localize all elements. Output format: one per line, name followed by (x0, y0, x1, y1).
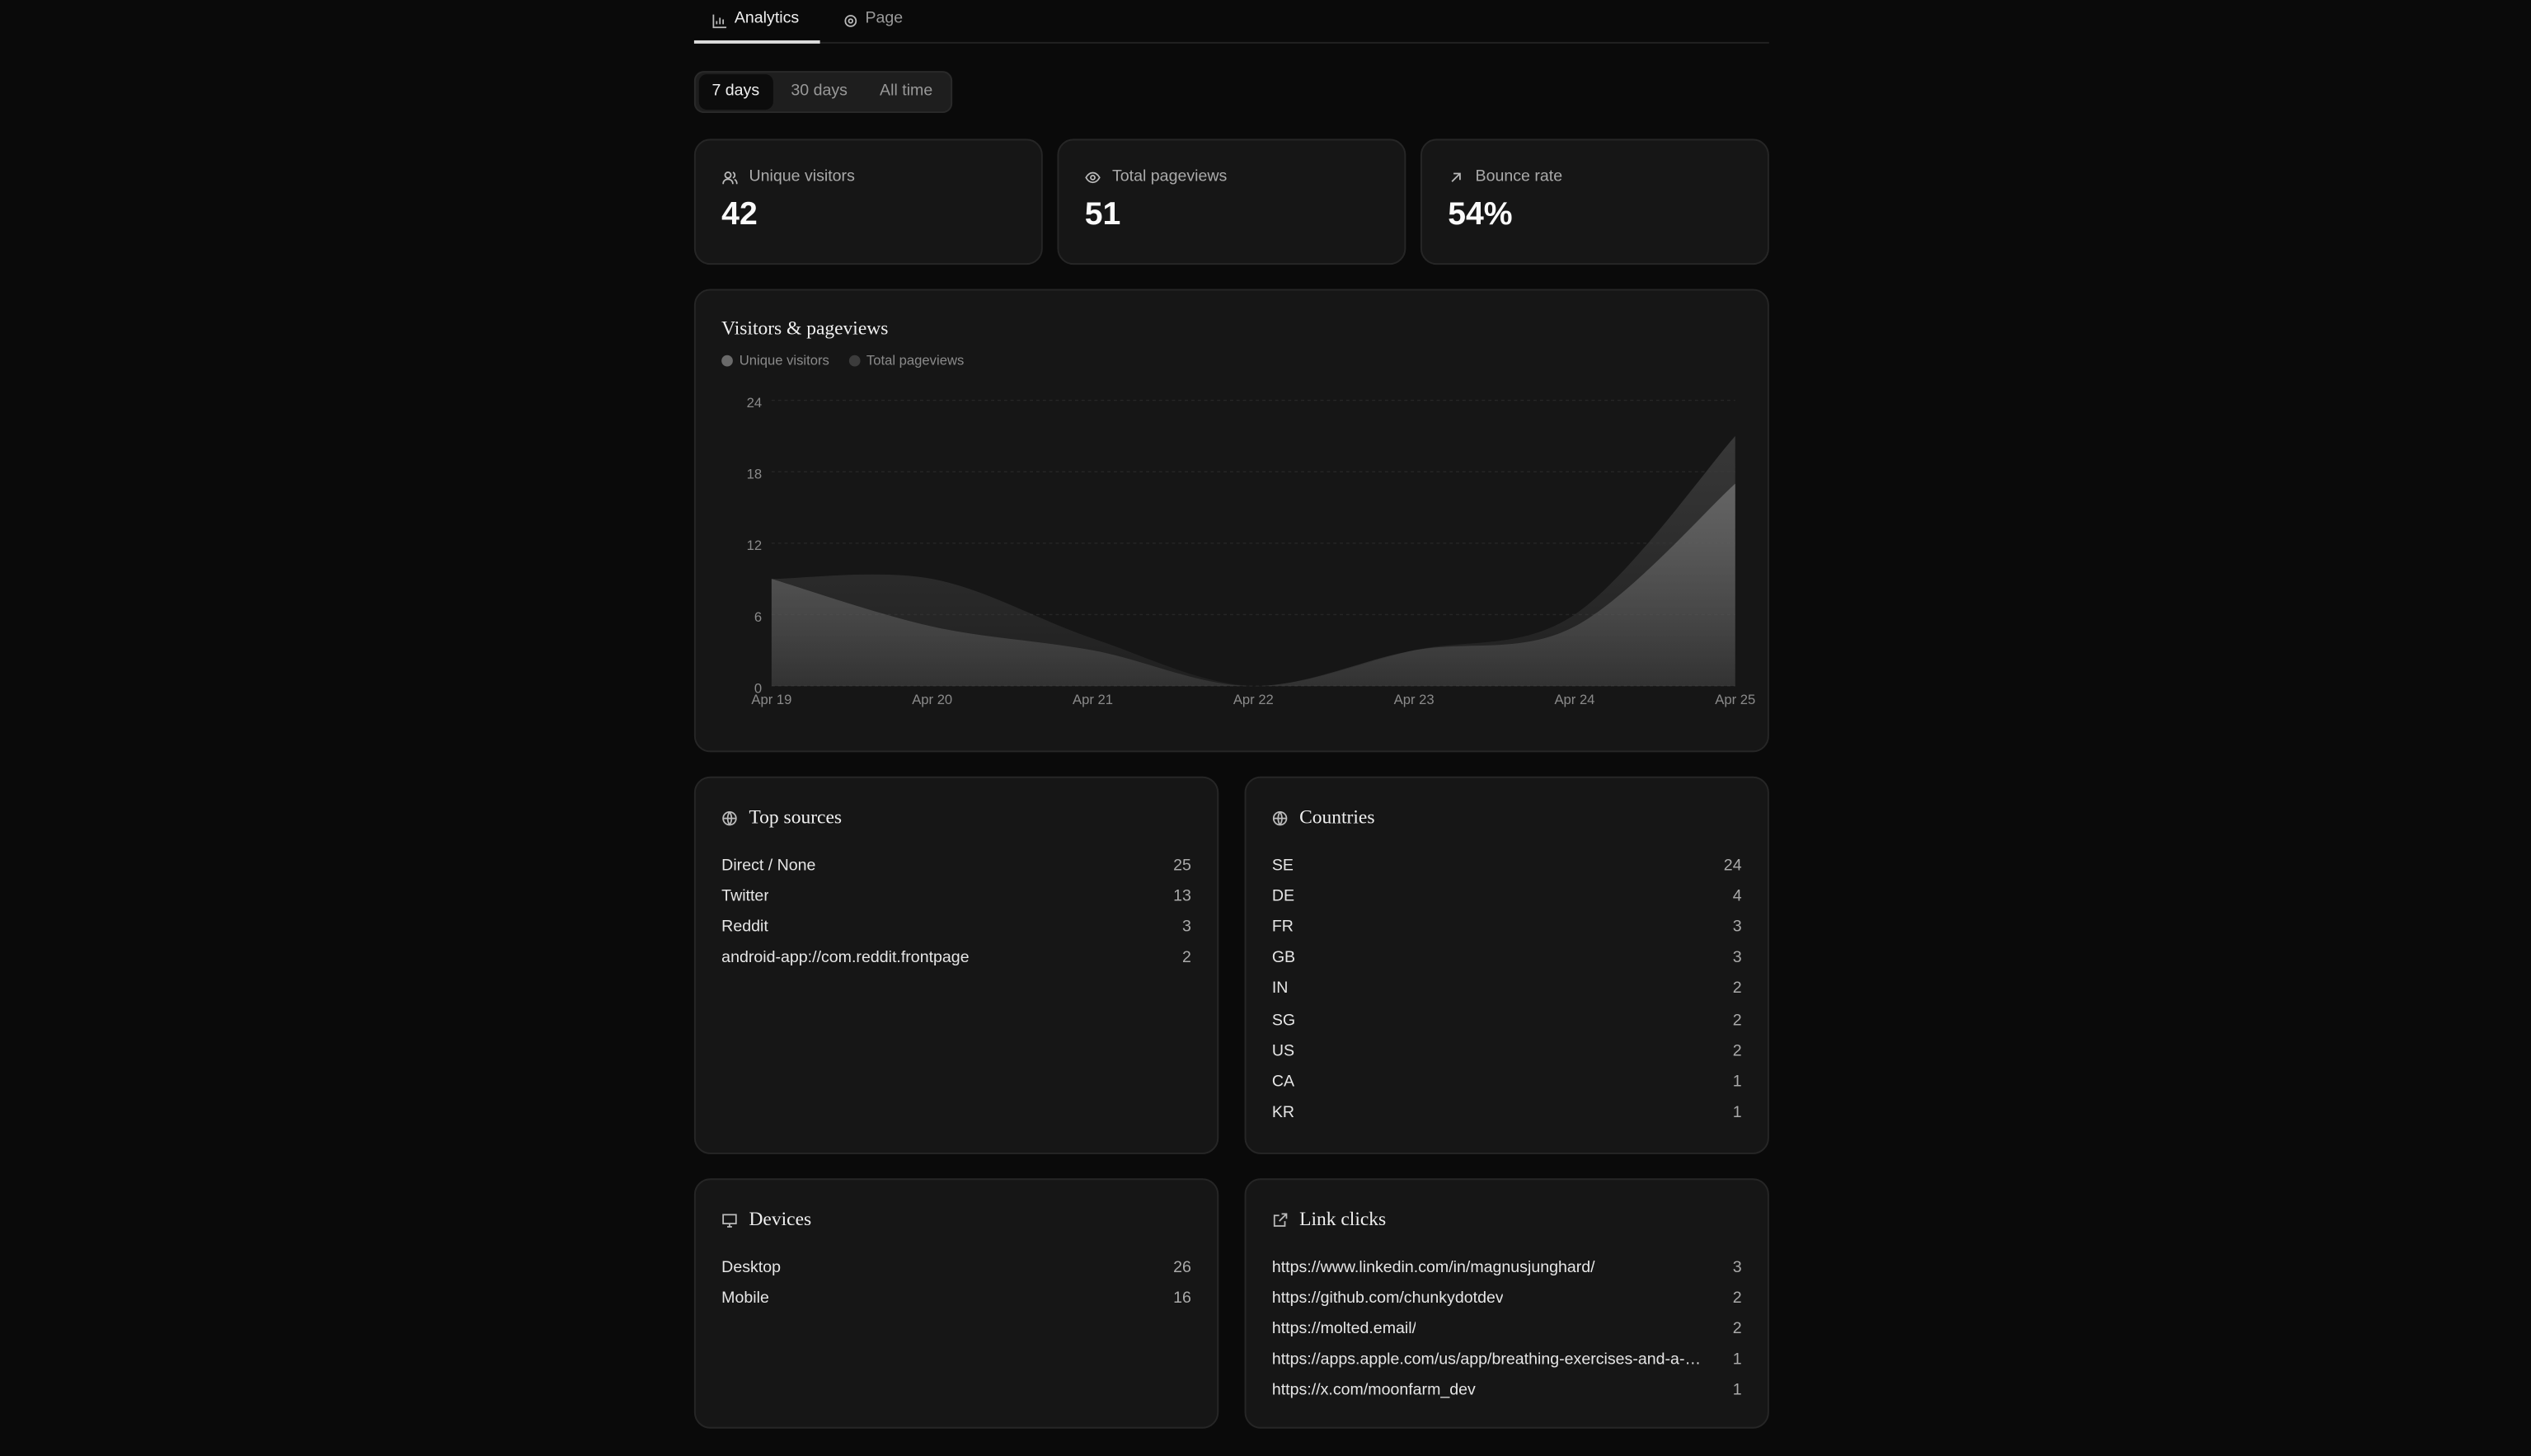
tab-bar-line (693, 41, 1769, 44)
row-value: 1 (1732, 1351, 1742, 1369)
row-value: 2 (1732, 1289, 1742, 1308)
row-label: https://www.linkedin.com/in/magnusjungha… (1271, 1259, 1595, 1277)
row-value: 3 (1732, 1259, 1742, 1277)
stat-card: Unique visitors 42 (693, 139, 1043, 265)
icon (1272, 810, 1288, 826)
stat-value: 51 (1084, 196, 1121, 232)
row-label: KR (1271, 1103, 1295, 1122)
row-value: 3 (1732, 949, 1742, 968)
row-value: 16 (1173, 1289, 1191, 1308)
tab[interactable]: Analytics (734, 9, 800, 28)
row-label: SG (1271, 1011, 1296, 1030)
area (771, 435, 1735, 687)
row-label: Direct / None (721, 857, 816, 876)
row-label: Mobile (721, 1289, 769, 1308)
range-active (698, 74, 773, 110)
card-title: Countries (1299, 805, 1375, 829)
row-value: 3 (1182, 918, 1191, 937)
legend-dot (848, 355, 861, 367)
range-button[interactable]: 7 days (711, 82, 760, 101)
tab-underline (693, 40, 820, 44)
row-label: DE (1271, 888, 1295, 906)
icon (1273, 1213, 1288, 1227)
chart: 0 6 12 18 24 Apr 19 Apr 20 Apr 21 Apr 22 Apr 23 Ap… (747, 395, 1756, 707)
stat-card: Bounce rate 54% (1420, 139, 1769, 265)
y-tick-label: 24 (747, 395, 763, 411)
x-tick-label: Apr 20 (912, 692, 952, 707)
row-value: 2 (1732, 1320, 1742, 1339)
stat-label: Bounce rate (1475, 167, 1563, 186)
row-value: 24 (1723, 857, 1742, 876)
row-label: Desktop (721, 1259, 782, 1277)
row-label: IN (1271, 980, 1289, 998)
row-value: 2 (1732, 1011, 1742, 1030)
row-value: 25 (1173, 857, 1191, 876)
row-label: https://apps.apple.com/us/app/breathing-… (1271, 1351, 1702, 1369)
y-tick-label: 12 (747, 538, 763, 553)
icon (844, 15, 857, 27)
chart-card: Visitors & pageviews Unique visitors Total… (693, 289, 1769, 753)
x-tick-label: Apr 21 (1073, 692, 1113, 707)
row-value: 1 (1732, 1073, 1742, 1091)
legend-label: Total pageviews (866, 351, 965, 369)
row-label: GB (1271, 949, 1296, 968)
row-value: 4 (1732, 888, 1742, 906)
row-label: android-app://com.reddit.frontpage (721, 949, 970, 968)
icon (722, 1214, 737, 1228)
stat-label: Total pageviews (1112, 167, 1228, 186)
y-tick-label: 18 (747, 467, 763, 482)
card-title: Devices (749, 1207, 812, 1230)
icon (712, 14, 727, 29)
list-card: Countries SE 24 DE 4 FR 3 GB 3 IN 2 SG 2 US 2 CA 1 KR 1 (1244, 776, 1769, 1154)
row-label: Twitter (721, 888, 769, 906)
row-value: 2 (1732, 1042, 1742, 1060)
range-button[interactable]: 30 days (791, 82, 848, 101)
icon (1085, 171, 1101, 184)
list-card: Link clicks https://www.linkedin.com/in/m… (1244, 1178, 1769, 1429)
row-value: 26 (1173, 1259, 1191, 1277)
list-card: Top sources Direct / None 25 Twitter 13 Reddi… (693, 776, 1219, 1154)
row-label: https://github.com/chunkydotdev (1271, 1289, 1504, 1308)
icon (722, 171, 738, 185)
row-value: 1 (1732, 1103, 1742, 1122)
row-value: 1 (1732, 1382, 1742, 1401)
tab[interactable]: Page (865, 9, 904, 28)
legend-label: Unique visitors (739, 351, 829, 369)
row-value: 13 (1173, 888, 1191, 906)
icon (722, 810, 737, 826)
row-label: https://molted.email/ (1271, 1320, 1417, 1339)
y-tick-label: 6 (754, 609, 762, 625)
row-label: FR (1271, 918, 1294, 937)
icon (1451, 172, 1461, 182)
card-title: Top sources (749, 805, 843, 829)
list-card: Devices Desktop 26 Mobile 16 (693, 1178, 1219, 1429)
row-label: SE (1271, 857, 1294, 876)
x-tick-label: Apr 23 (1394, 692, 1435, 707)
area (771, 483, 1735, 687)
stat-card: Total pageviews 51 (1057, 139, 1406, 265)
stat-value: 42 (721, 196, 758, 232)
range-button[interactable]: All time (880, 82, 933, 101)
row-value: 2 (1732, 980, 1742, 998)
row-label: Reddit (721, 918, 768, 937)
x-tick-label: Apr 25 (1715, 692, 1755, 707)
card-title: Link clicks (1299, 1207, 1387, 1230)
stat-label: Unique visitors (749, 167, 855, 186)
chart-title: Visitors & pageviews (721, 316, 889, 340)
row-value: 2 (1182, 949, 1191, 968)
row-label: CA (1271, 1073, 1295, 1091)
x-tick-label: Apr 19 (751, 692, 791, 707)
legend-dot (721, 355, 733, 367)
row-label: https://x.com/moonfarm_dev (1271, 1382, 1476, 1401)
row-label: US (1271, 1042, 1295, 1060)
stat-value: 54% (1448, 196, 1513, 232)
x-tick-label: Apr 22 (1233, 692, 1274, 707)
x-tick-label: Apr 24 (1554, 692, 1594, 707)
row-value: 3 (1732, 918, 1742, 937)
y-tick-label: 0 (754, 680, 762, 696)
